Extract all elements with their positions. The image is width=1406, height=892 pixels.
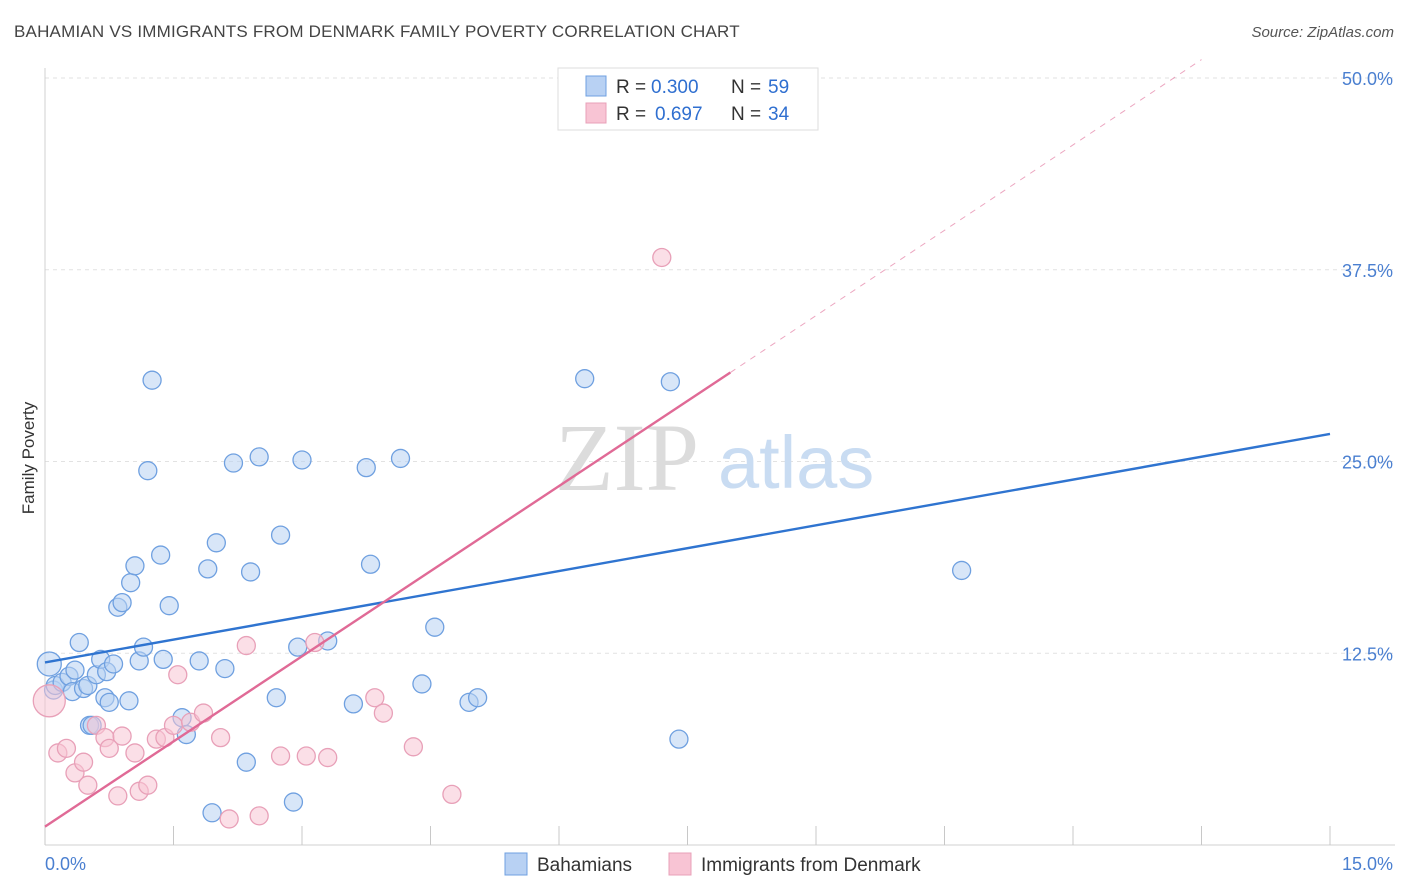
point-1-5 bbox=[78, 775, 98, 795]
trend-lines bbox=[44, 59, 1331, 828]
legend-r-label-0: R = bbox=[616, 77, 646, 98]
point-0-22 bbox=[125, 556, 145, 576]
point-1-8 bbox=[99, 738, 119, 759]
point-0-41 bbox=[266, 688, 286, 708]
point-0-32 bbox=[189, 651, 209, 671]
y-tick-label-1: 25.0% bbox=[1342, 453, 1393, 473]
watermark: ZIP atlas bbox=[555, 404, 874, 511]
axis-ticks: 12.5% 25.0% 37.5% 50.0% 0.0% 15.0% bbox=[44, 69, 1393, 874]
x-tick-label-0: 0.0% bbox=[45, 854, 86, 874]
point-1-23 bbox=[249, 806, 269, 826]
y-axis-label: Family Poverty bbox=[19, 401, 38, 514]
series-immigrants-from-denmark bbox=[32, 94, 685, 829]
bottom-legend-swatch-bahamians bbox=[504, 852, 528, 876]
point-1-28 bbox=[365, 688, 385, 708]
legend-n-label-1: N = bbox=[731, 104, 761, 125]
point-0-26 bbox=[142, 370, 162, 390]
legend-n-label-0: N = bbox=[731, 77, 761, 98]
point-0-43 bbox=[283, 792, 304, 812]
bottom-legend-swatch-immigrants bbox=[668, 852, 692, 876]
point-1-0 bbox=[32, 684, 66, 718]
point-1-22 bbox=[236, 635, 256, 656]
point-1-9 bbox=[108, 786, 128, 806]
point-1-4 bbox=[73, 752, 94, 772]
legend-n-value-0: 59 bbox=[768, 77, 789, 98]
legend-n-value-1: 34 bbox=[768, 104, 790, 125]
point-1-19 bbox=[193, 703, 214, 723]
point-0-52 bbox=[425, 617, 445, 637]
point-0-25 bbox=[138, 461, 158, 481]
point-0-42 bbox=[270, 525, 291, 545]
y-tick-label-2: 37.5% bbox=[1342, 261, 1393, 281]
legend-r-value-0: 0.300 bbox=[651, 77, 699, 98]
point-1-30 bbox=[403, 737, 424, 757]
point-0-6 bbox=[65, 660, 85, 680]
legend: R = 0.300 N = 59 R = 0.697 N = 34 bbox=[557, 67, 819, 131]
chart-title: BAHAMIAN VS IMMIGRANTS FROM DENMARK FAMI… bbox=[14, 22, 740, 41]
point-1-32 bbox=[652, 247, 672, 268]
point-1-20 bbox=[210, 727, 231, 748]
point-0-21 bbox=[121, 573, 141, 593]
point-0-48 bbox=[356, 457, 376, 478]
watermark-zip: ZIP bbox=[555, 404, 699, 511]
point-1-31 bbox=[442, 784, 462, 805]
point-1-21 bbox=[219, 809, 239, 829]
legend-swatch-bahamians bbox=[585, 75, 607, 97]
legend-r-label-1: R = bbox=[616, 104, 646, 125]
point-0-55 bbox=[575, 369, 595, 389]
trend-line-1 bbox=[44, 371, 731, 828]
point-0-56 bbox=[660, 372, 681, 392]
point-0-37 bbox=[223, 453, 244, 473]
point-0-27 bbox=[150, 545, 171, 565]
legend-swatch-immigrants bbox=[585, 102, 607, 124]
point-0-35 bbox=[206, 533, 226, 553]
point-0-54 bbox=[467, 688, 488, 708]
point-0-33 bbox=[198, 559, 218, 579]
source-credit: Source: ZipAtlas.com bbox=[1251, 24, 1394, 41]
point-0-44 bbox=[288, 637, 308, 657]
point-0-20 bbox=[119, 691, 139, 711]
point-0-40 bbox=[249, 447, 269, 467]
point-0-29 bbox=[159, 596, 179, 616]
x-tick-label-1: 15.0% bbox=[1342, 854, 1393, 874]
y-tick-label-3: 50.0% bbox=[1342, 69, 1393, 89]
watermark-atlas: atlas bbox=[718, 421, 874, 504]
point-0-47 bbox=[343, 694, 364, 714]
point-1-27 bbox=[318, 747, 338, 768]
point-0-49 bbox=[360, 554, 381, 574]
point-1-10 bbox=[112, 726, 132, 746]
point-0-51 bbox=[412, 674, 432, 694]
point-0-45 bbox=[292, 450, 312, 470]
point-0-19 bbox=[112, 592, 132, 613]
point-0-28 bbox=[153, 649, 173, 670]
series-bahamians bbox=[36, 369, 972, 823]
point-1-16 bbox=[163, 715, 184, 735]
point-0-16 bbox=[99, 692, 119, 712]
point-1-11 bbox=[125, 743, 145, 763]
point-0-7 bbox=[69, 632, 89, 653]
point-0-34 bbox=[202, 803, 222, 823]
point-0-39 bbox=[240, 562, 261, 582]
point-1-13 bbox=[138, 775, 158, 795]
point-0-17 bbox=[103, 654, 124, 674]
point-1-24 bbox=[270, 746, 291, 766]
point-0-0 bbox=[36, 651, 62, 677]
y-tick-label-0: 12.5% bbox=[1342, 644, 1393, 664]
point-0-58 bbox=[951, 560, 972, 581]
bottom-legend-label-bahamians: Bahamians bbox=[537, 855, 632, 876]
point-0-57 bbox=[669, 729, 689, 749]
point-0-50 bbox=[390, 448, 411, 469]
point-0-36 bbox=[215, 658, 235, 679]
point-1-17 bbox=[168, 665, 188, 685]
point-1-29 bbox=[373, 703, 394, 723]
trend-line-0 bbox=[44, 432, 1331, 664]
point-1-2 bbox=[56, 738, 77, 759]
bottom-legend: Bahamians Immigrants from Denmark bbox=[504, 852, 921, 876]
bottom-legend-label-immigrants: Immigrants from Denmark bbox=[701, 855, 921, 876]
point-1-25 bbox=[296, 746, 316, 766]
point-0-38 bbox=[236, 752, 256, 772]
trend-extension-1 bbox=[730, 59, 1202, 373]
legend-r-value-1: 0.697 bbox=[655, 104, 703, 125]
